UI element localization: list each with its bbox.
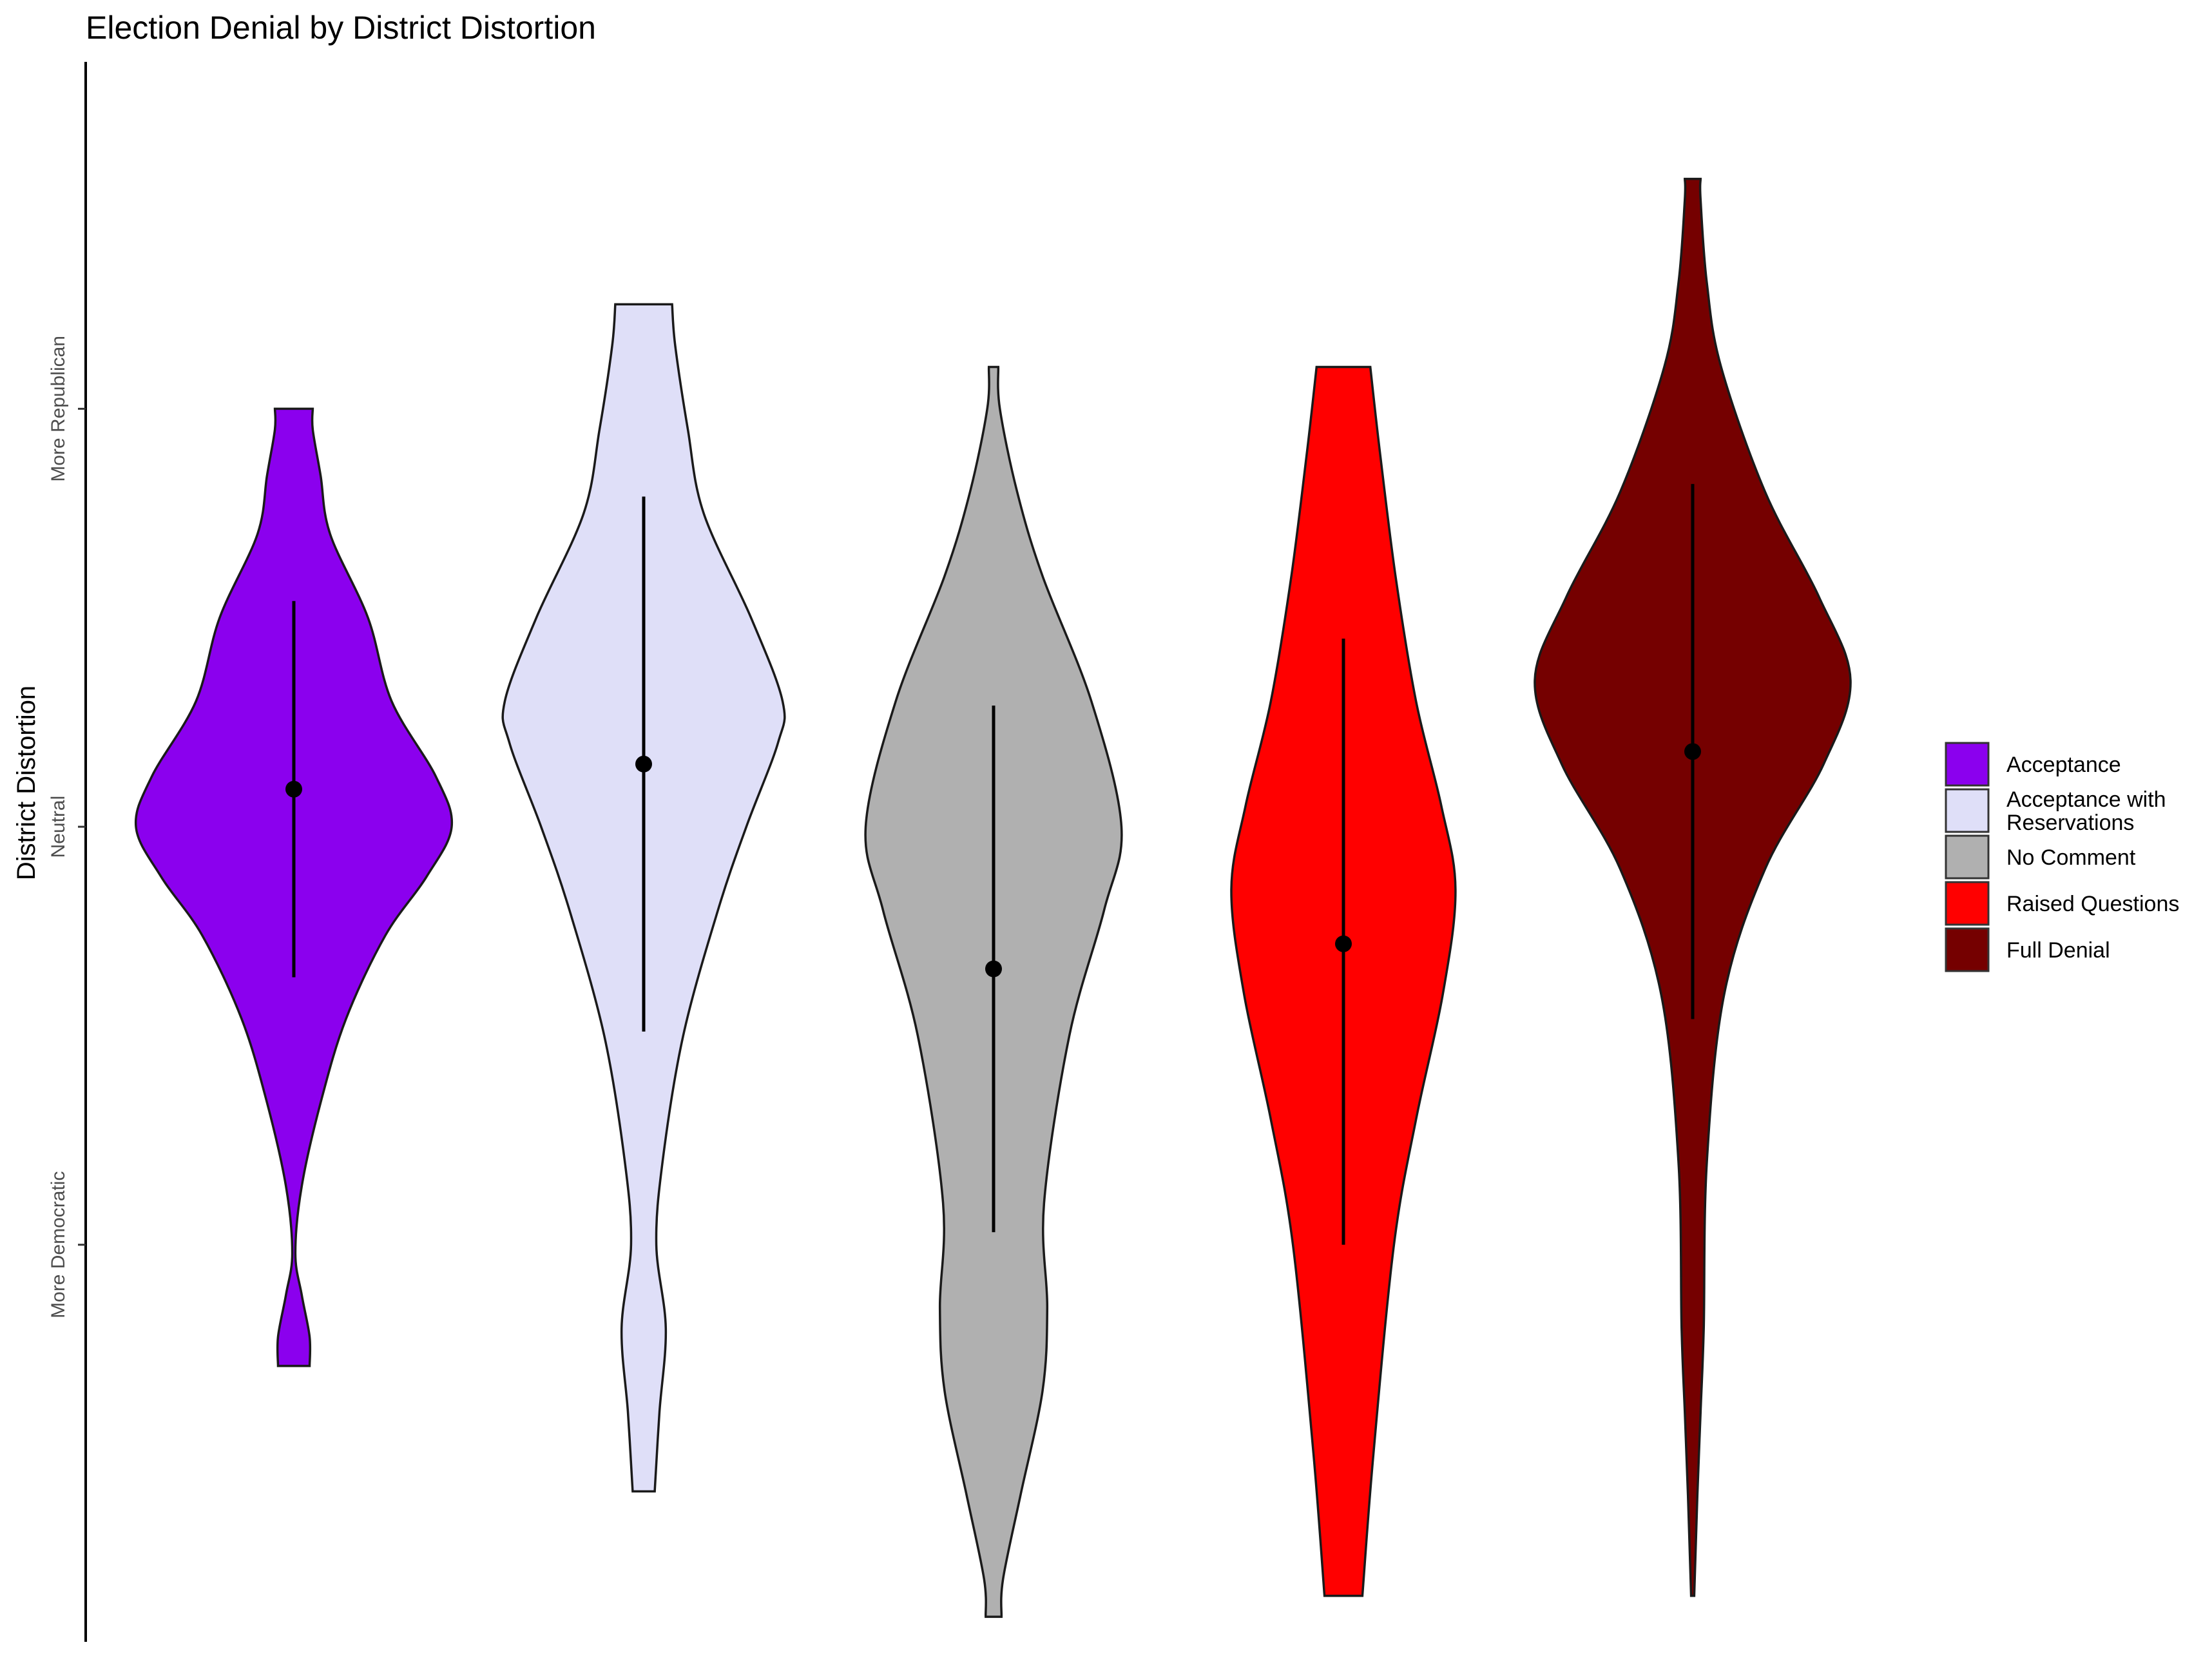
summary-point: [1335, 935, 1352, 952]
legend: Acceptance Acceptance with Reservations No …: [1945, 742, 2179, 972]
y-tick-label: Neutral: [48, 796, 69, 858]
y-axis-ticks: More Republican Neutral More Democratic: [48, 336, 86, 1318]
legend-item: Acceptance with Reservations: [1945, 787, 2166, 835]
legend-label: No Comment: [2006, 845, 2136, 870]
chart-title: Election Denial by District Distortion: [86, 10, 596, 46]
legend-swatch: [1945, 788, 1990, 833]
y-tick-label: More Democratic: [48, 1171, 69, 1318]
legend-label: Acceptance: [2006, 753, 2121, 777]
violin-group: [134, 407, 454, 1367]
summary-point: [985, 960, 1002, 977]
violin-group: [864, 365, 1123, 1618]
legend-label: Acceptance with Reservations: [2006, 787, 2166, 835]
legend-item: Full Denial: [1945, 927, 2110, 972]
legend-swatch: [1945, 881, 1990, 926]
legend-swatch: [1945, 834, 1990, 880]
legend-label: Full Denial: [2006, 938, 2110, 963]
y-axis-label: District Distortion: [12, 686, 41, 880]
legend-swatch: [1945, 927, 1990, 972]
legend-label: Raised Questions: [2006, 892, 2179, 916]
summary-point: [285, 780, 302, 798]
violin-group: [1230, 365, 1457, 1597]
violins: [134, 177, 1852, 1618]
summary-point: [1684, 743, 1701, 760]
summary-point: [635, 755, 652, 773]
violin-group: [501, 303, 786, 1493]
legend-item: Acceptance: [1945, 742, 2121, 787]
legend-item: No Comment: [1945, 834, 2136, 880]
legend-item: Raised Questions: [1945, 881, 2179, 926]
y-tick-label: More Republican: [48, 336, 69, 482]
violin-group: [1534, 177, 1852, 1597]
legend-swatch: [1945, 742, 1990, 787]
